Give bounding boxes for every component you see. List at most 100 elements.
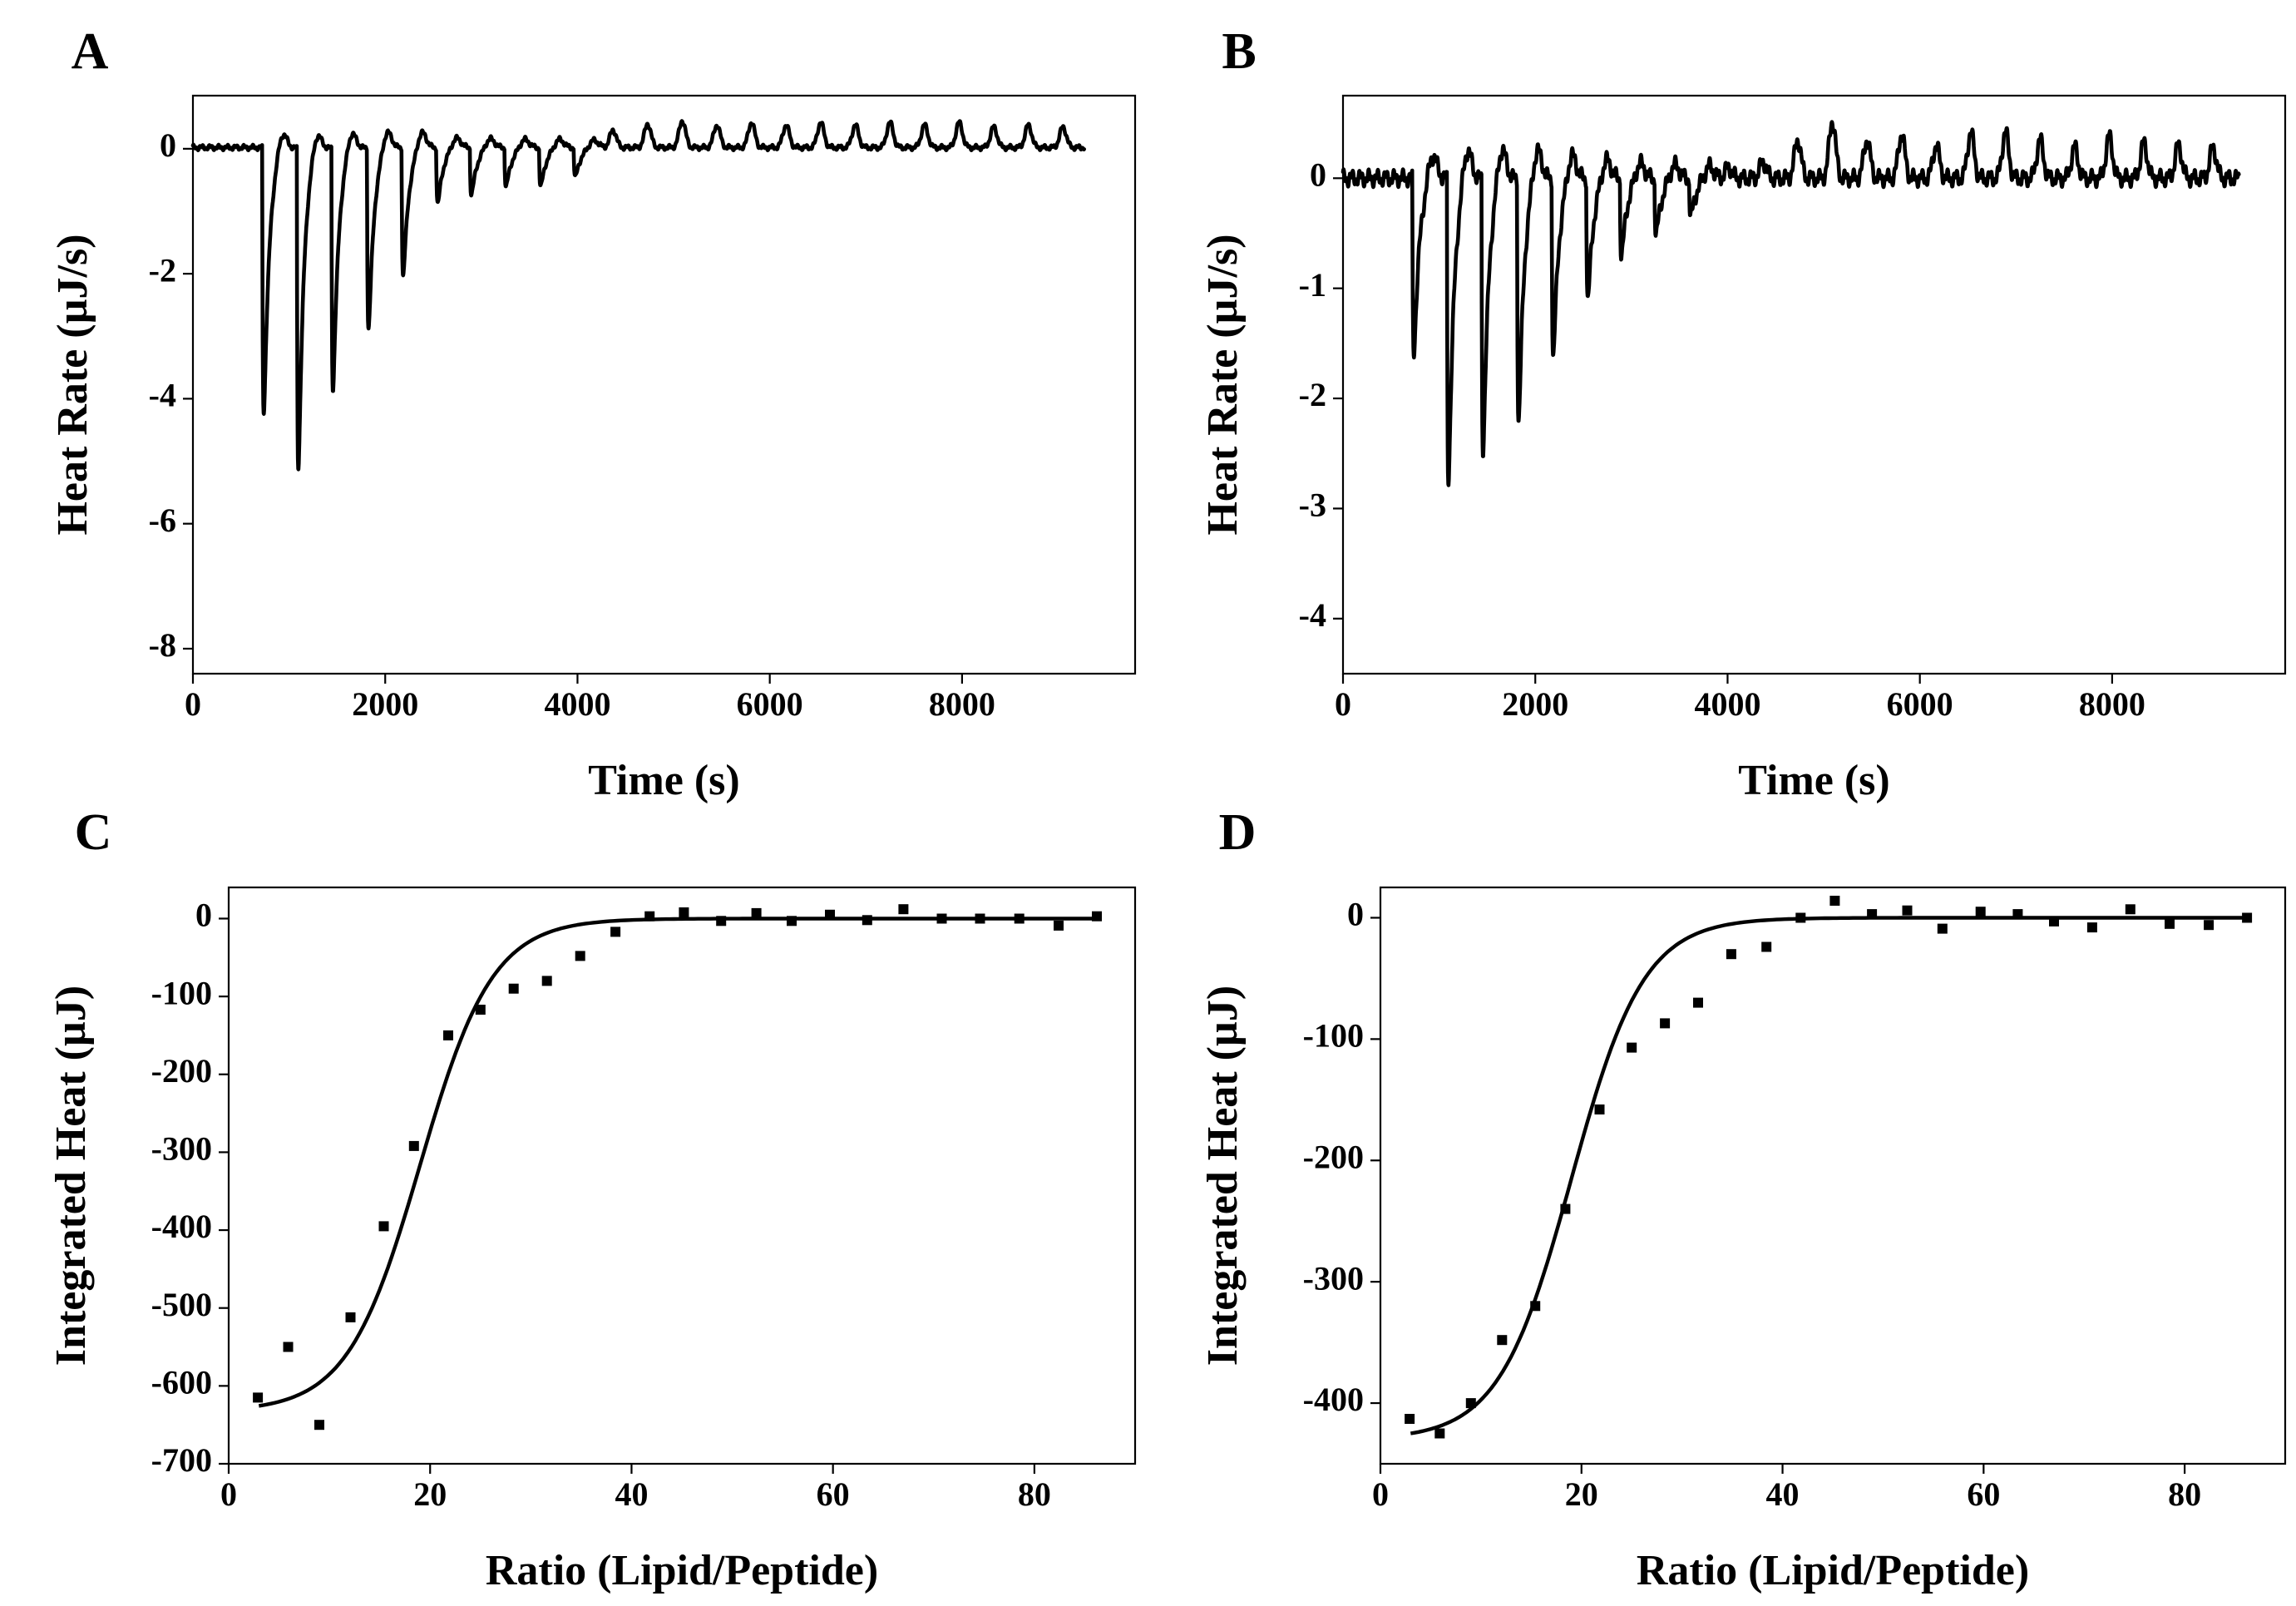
y-tick-label: -500 — [151, 1286, 212, 1323]
y-tick-label: -4 — [149, 377, 176, 414]
data-point — [575, 951, 585, 961]
x-tick-label: 0 — [1372, 1475, 1389, 1513]
x-tick-label: 20 — [1565, 1475, 1598, 1513]
y-tick-label: -200 — [151, 1052, 212, 1090]
x-tick-label: 0 — [220, 1475, 237, 1513]
data-point — [1405, 1414, 1415, 1424]
data-point — [2086, 922, 2097, 933]
data-point — [862, 915, 872, 926]
data-point — [378, 1221, 389, 1232]
x-tick-label: 2000 — [352, 685, 418, 723]
data-point — [475, 1005, 486, 1015]
data-point — [1795, 912, 1806, 923]
y-tick-label: -2 — [149, 251, 176, 289]
data-point — [1867, 909, 1878, 920]
y-tick-label: -300 — [151, 1130, 212, 1168]
y-tick-label: -100 — [1303, 1017, 1364, 1055]
data-point — [1937, 923, 1948, 934]
data-point — [1975, 907, 1986, 917]
data-point — [1434, 1428, 1445, 1439]
panel-a: A 0 2000 4000 6000 8000 0 -2 -4 -6 -8 Time (s) Heat … — [49, 23, 1137, 804]
y-tick-label: -3 — [1299, 487, 1326, 524]
data-point — [975, 913, 985, 924]
panel-label: D — [1219, 804, 1257, 861]
data-point — [541, 976, 552, 986]
fit-curve — [1410, 916, 2248, 1436]
x-tick-label: 40 — [1766, 1475, 1800, 1513]
x-axis-title: Ratio (Lipid/Peptide) — [486, 1547, 878, 1594]
y-tick-label: 0 — [1310, 156, 1326, 193]
data-point — [1054, 920, 1064, 931]
y-axis-title: Heat Rate (µJ/s) — [49, 234, 96, 535]
x-tick-label: 4000 — [1694, 685, 1760, 723]
y-tick-label: -700 — [151, 1441, 212, 1479]
panel-label: B — [1222, 23, 1256, 80]
x-tick-label: 40 — [615, 1475, 648, 1513]
y-tick-label: 0 — [1347, 896, 1364, 933]
data-point — [898, 904, 909, 915]
x-tick-label: 6000 — [1887, 685, 1953, 723]
y-tick-label: -300 — [1303, 1259, 1364, 1297]
data-point — [1092, 911, 1102, 922]
data-point — [2049, 916, 2059, 927]
heat-rate-trace — [190, 119, 1086, 472]
data-point — [1660, 1018, 1671, 1029]
panel-c: C 0 20 40 60 80 0 -100 -200 -300 -400 -500 -600 -700 R… — [47, 804, 1137, 1594]
x-tick-label: 2000 — [1502, 685, 1568, 723]
data-point — [1627, 1042, 1637, 1053]
heat-rate-trace — [1341, 120, 2241, 487]
y-tick-label: -8 — [149, 626, 176, 664]
data-point — [2165, 918, 2175, 929]
y-axis-title: Integrated Heat (µJ) — [47, 986, 95, 1366]
x-tick-label: 0 — [1335, 685, 1351, 723]
data-point — [716, 916, 727, 927]
data-point — [1530, 1301, 1541, 1312]
x-tick-label: 4000 — [544, 685, 610, 723]
data-point — [314, 1420, 324, 1431]
plot-frame — [227, 886, 1137, 1465]
data-point — [345, 1312, 356, 1322]
data-point — [1560, 1203, 1571, 1214]
y-tick-label: -600 — [151, 1364, 212, 1401]
panel-d: D 0 20 40 60 80 0 -100 -200 -300 -400 Ratio (Lipid/… — [1199, 804, 2287, 1594]
data-point — [443, 1030, 453, 1040]
data-point — [1902, 905, 1913, 916]
data-point — [2242, 912, 2253, 923]
data-point — [2125, 904, 2136, 915]
data-point — [787, 916, 797, 927]
y-tick-label: -400 — [151, 1208, 212, 1245]
data-point — [253, 1392, 264, 1403]
plot-frame — [191, 94, 1137, 675]
plot-frame — [1341, 94, 2287, 675]
x-axis-title: Time (s) — [1738, 757, 1889, 804]
y-tick-label: -4 — [1299, 596, 1326, 634]
y-axis-title: Integrated Heat (µJ) — [1199, 986, 1247, 1366]
data-point — [751, 907, 762, 918]
x-tick-label: 6000 — [737, 685, 803, 723]
y-axis-title: Heat Rate (µJ/s) — [1199, 234, 1247, 535]
data-point — [1014, 913, 1025, 924]
data-point — [825, 909, 835, 920]
data-point — [2012, 909, 2023, 920]
x-tick-label: 8000 — [929, 685, 995, 723]
data-point — [679, 907, 689, 917]
fit-curve — [258, 917, 1097, 1408]
x-axis-title: Time (s) — [588, 757, 739, 804]
data-point — [508, 983, 519, 994]
data-point — [283, 1342, 294, 1352]
data-point — [408, 1140, 419, 1151]
data-point — [644, 911, 655, 922]
panel-label: C — [75, 804, 112, 861]
data-point — [1693, 997, 1703, 1008]
x-axis-title: Ratio (Lipid/Peptide) — [1637, 1547, 2029, 1594]
data-point — [936, 913, 947, 924]
data-point — [1497, 1335, 1508, 1346]
data-point — [610, 927, 621, 937]
plot-frame — [1379, 886, 2287, 1465]
data-point — [1726, 949, 1736, 960]
data-point — [1829, 896, 1840, 906]
data-point — [1594, 1104, 1605, 1114]
panel-label: A — [72, 23, 109, 80]
